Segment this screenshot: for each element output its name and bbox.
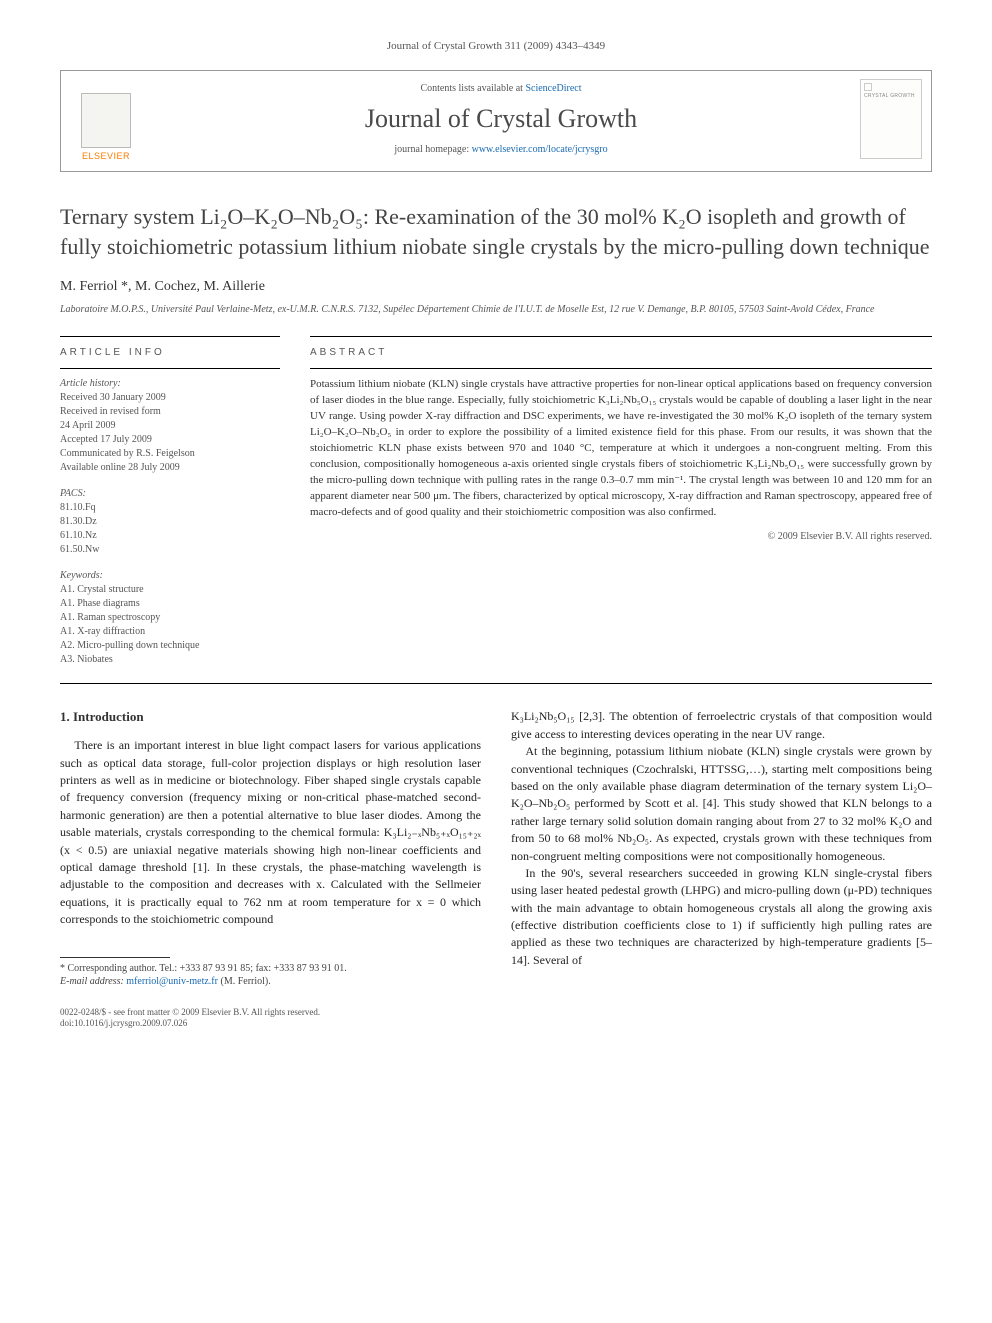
elsevier-logo: ELSEVIER: [61, 71, 151, 171]
body-paragraph: At the beginning, potassium lithium niob…: [511, 743, 932, 865]
homepage-prefix: journal homepage:: [394, 144, 471, 155]
history-label: Article history:: [60, 377, 280, 391]
history-line: Received in revised form: [60, 405, 280, 419]
pacs-code: 61.50.Nw: [60, 543, 280, 557]
contents-prefix: Contents lists available at: [420, 83, 525, 94]
journal-name: Journal of Crystal Growth: [151, 104, 851, 134]
history-line: Available online 28 July 2009: [60, 461, 280, 475]
running-head: Journal of Crystal Growth 311 (2009) 434…: [60, 40, 932, 52]
history-line: 24 April 2009: [60, 419, 280, 433]
body-paragraph: There is an important interest in blue l…: [60, 737, 481, 928]
pacs-code: 81.10.Fq: [60, 501, 280, 515]
keyword: A1. Crystal structure: [60, 583, 280, 597]
history-line: Accepted 17 July 2009: [60, 433, 280, 447]
contents-lists-line: Contents lists available at ScienceDirec…: [151, 83, 851, 94]
keyword: A1. Raman spectroscopy: [60, 611, 280, 625]
corr-author-contact: * Corresponding author. Tel.: +333 87 93…: [60, 962, 481, 976]
email-suffix: (M. Ferriol).: [218, 976, 271, 987]
keyword: A2. Micro-pulling down technique: [60, 639, 280, 653]
doi-line: doi:10.1016/j.jcrysgro.2009.07.026: [60, 1018, 481, 1030]
cover-title-text: CRYSTAL GROWTH: [864, 93, 918, 99]
abstract-copyright: © 2009 Elsevier B.V. All rights reserved…: [310, 531, 932, 542]
journal-cover-thumb: CRYSTAL GROWTH: [851, 71, 931, 171]
pacs-code: 61.10.Nz: [60, 529, 280, 543]
front-matter-block: 0022-0248/$ - see front matter © 2009 El…: [60, 1007, 481, 1030]
abstract-heading: ABSTRACT: [310, 347, 932, 358]
section-1-heading: 1. Introduction: [60, 708, 481, 727]
body-paragraph: K₃Li₂Nb₅O₁₅ [2,3]. The obtention of ferr…: [511, 708, 932, 743]
article-info-column: ARTICLE INFO Article history: Received 3…: [60, 336, 280, 667]
abstract-text: Potassium lithium niobate (KLN) single c…: [310, 377, 932, 520]
authors-line: M. Ferriol *, M. Cochez, M. Aillerie: [60, 279, 932, 295]
section-divider: [60, 683, 932, 684]
homepage-line: journal homepage: www.elsevier.com/locat…: [151, 144, 851, 155]
pacs-block: PACS: 81.10.Fq 81.30.Dz 61.10.Nz 61.50.N…: [60, 487, 280, 557]
front-matter-line: 0022-0248/$ - see front matter © 2009 El…: [60, 1007, 481, 1019]
keyword: A1. X-ray diffraction: [60, 625, 280, 639]
keywords-block: Keywords: A1. Crystal structure A1. Phas…: [60, 569, 280, 667]
email-label: E-mail address:: [60, 976, 126, 987]
pacs-label: PACS:: [60, 487, 280, 501]
keywords-label: Keywords:: [60, 569, 280, 583]
corresponding-author-footnote: * Corresponding author. Tel.: +333 87 93…: [60, 962, 481, 989]
journal-header-box: ELSEVIER Contents lists available at Sci…: [60, 70, 932, 172]
history-line: Received 30 January 2009: [60, 391, 280, 405]
elsevier-tree-icon: [81, 93, 131, 148]
homepage-link[interactable]: www.elsevier.com/locate/jcrysgro: [472, 144, 608, 155]
pacs-code: 81.30.Dz: [60, 515, 280, 529]
article-info-heading: ARTICLE INFO: [60, 347, 280, 358]
affiliation: Laboratoire M.O.P.S., Université Paul Ve…: [60, 303, 932, 316]
article-history-block: Article history: Received 30 January 200…: [60, 377, 280, 475]
body-two-column: 1. Introduction There is an important in…: [60, 708, 932, 1030]
elsevier-label: ELSEVIER: [82, 151, 130, 161]
history-line: Communicated by R.S. Feigelson: [60, 447, 280, 461]
keyword: A1. Phase diagrams: [60, 597, 280, 611]
keyword: A3. Niobates: [60, 653, 280, 667]
body-paragraph: In the 90's, several researchers succeed…: [511, 865, 932, 969]
footnote-rule: [60, 957, 170, 958]
article-title: Ternary system Li₂O–K₂O–Nb₂O₅: Re-examin…: [60, 202, 932, 261]
sciencedirect-link[interactable]: ScienceDirect: [525, 83, 581, 94]
abstract-column: ABSTRACT Potassium lithium niobate (KLN)…: [310, 336, 932, 667]
corr-email-link[interactable]: mferriol@univ-metz.fr: [126, 976, 218, 987]
